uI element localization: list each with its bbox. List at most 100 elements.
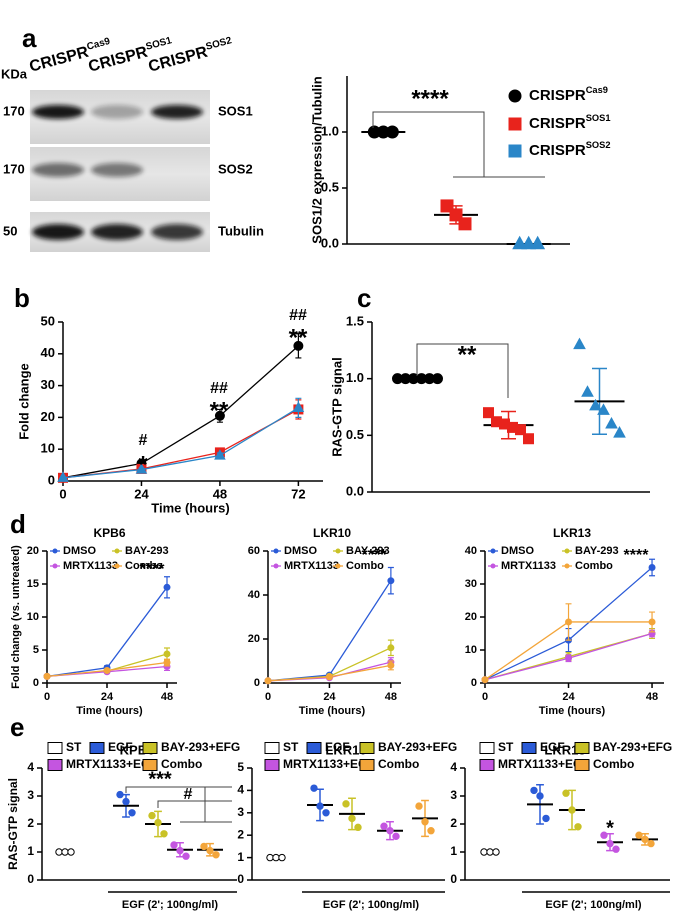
marker <box>163 659 171 667</box>
marker <box>542 814 550 823</box>
y-tick-label: 0 <box>33 677 39 689</box>
marker <box>521 235 537 250</box>
marker <box>163 583 171 591</box>
marker <box>122 797 130 806</box>
series-name: Combo <box>161 757 202 771</box>
series-name: EGF <box>325 740 350 754</box>
marker <box>568 806 576 814</box>
blot-band <box>32 163 84 177</box>
y-tick-label: 2 <box>450 816 457 830</box>
x-note: EGF (2'; 100ng/ml) <box>122 899 218 911</box>
y-axis-label: RAS-GTP signal <box>329 357 344 456</box>
name: MRTX1133+EGF <box>66 757 158 771</box>
name: BAY-293 <box>125 545 169 557</box>
chart-title: KPB6 <box>93 526 125 540</box>
name: EGF <box>325 740 350 754</box>
name: CRISPR <box>529 142 586 159</box>
series-line <box>62 407 299 479</box>
name-sup: SOS2 <box>205 35 234 53</box>
name: Combo <box>161 757 202 771</box>
series-name: Combo <box>593 757 634 771</box>
marker <box>272 853 280 862</box>
marker <box>264 677 272 685</box>
y-tick-label: 2 <box>27 816 34 830</box>
legend-swatch <box>142 742 158 754</box>
series-name: BAY-293 <box>125 545 169 557</box>
name: DMSO <box>501 545 534 557</box>
x-axis-label: Time (hours) <box>151 500 230 515</box>
blot-band <box>32 105 84 119</box>
marker <box>508 117 522 131</box>
name: MRTX1133+EGF <box>498 757 590 771</box>
y-tick-label: 4 <box>237 783 244 797</box>
legend-marker <box>335 563 341 569</box>
y-tick-label: 20 <box>41 409 55 424</box>
name: ST <box>498 740 514 754</box>
y-tick-label: 1 <box>27 844 34 858</box>
name: BAY-293+EFG <box>378 740 457 754</box>
legend-swatch <box>306 742 322 754</box>
name: Combo <box>575 560 613 572</box>
legend-marker <box>114 548 120 554</box>
name: CRISPR <box>28 44 91 76</box>
series-name: ST <box>283 740 299 754</box>
series-name: CRISPRSOS2 <box>529 140 611 159</box>
name: DMSO <box>63 545 96 557</box>
marker <box>160 830 168 838</box>
x-tick-label: 24 <box>134 486 149 501</box>
legend-swatch <box>574 742 590 754</box>
name: BAY-293 <box>575 545 619 557</box>
kda-label: 50 <box>3 223 17 238</box>
bracket <box>157 800 232 808</box>
name: MRTX1133 <box>284 560 339 572</box>
legend-marker <box>273 563 279 569</box>
x-note: EGF (2'; 100ng/ml) <box>545 899 641 911</box>
legend-swatch <box>479 742 495 754</box>
marker <box>182 852 190 860</box>
y-tick-label: 1.0 <box>346 370 364 385</box>
x-tick-label: 0 <box>482 691 488 703</box>
marker <box>530 786 538 795</box>
marker <box>293 340 304 351</box>
annotation: ** <box>458 341 477 368</box>
kda-header: KDa <box>1 66 28 81</box>
marker <box>605 416 618 429</box>
name: EGF <box>108 740 133 754</box>
x-tick-label: 24 <box>323 691 336 703</box>
marker <box>392 832 400 841</box>
legend-marker <box>564 563 570 569</box>
legend-swatch <box>359 742 375 754</box>
marker <box>387 577 395 585</box>
legend-swatch <box>574 759 590 771</box>
marker <box>481 676 489 684</box>
blot-band <box>32 224 84 240</box>
marker <box>148 811 156 820</box>
y-tick-label: 0 <box>471 677 477 689</box>
marker <box>348 814 356 823</box>
marker <box>565 654 573 662</box>
marker <box>116 790 124 799</box>
series-line <box>62 408 299 479</box>
x-axis-label: Time (hours) <box>299 705 366 717</box>
x-tick-label: 72 <box>291 486 305 501</box>
marker <box>316 802 324 810</box>
series-name: ST <box>66 740 82 754</box>
legend-swatch <box>521 742 537 754</box>
x-tick-label: 48 <box>161 691 173 703</box>
y-tick-label: 1.5 <box>346 313 364 328</box>
marker <box>427 827 435 835</box>
annotation: # <box>184 786 193 803</box>
marker <box>387 644 395 652</box>
y-tick-label: 0 <box>27 872 34 886</box>
annotation: ** <box>289 324 308 351</box>
x-note: EGF (2'; 100ng/ml) <box>323 899 419 911</box>
y-tick-label: 10 <box>27 611 39 623</box>
y-tick-label: 0 <box>237 872 244 886</box>
chart-title: LKR13 <box>553 526 591 540</box>
y-tick-label: 1 <box>450 844 457 858</box>
series-name: MRTX1133+EGF <box>498 757 590 771</box>
series-name: EGF <box>540 740 565 754</box>
annotation: **** <box>140 561 166 578</box>
annotation: * <box>606 817 614 839</box>
